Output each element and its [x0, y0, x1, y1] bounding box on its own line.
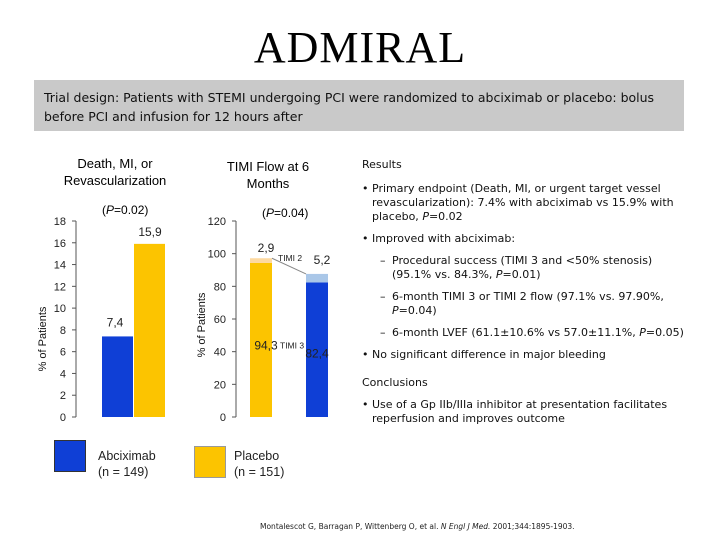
chart2-label-timi2-abciximab: 5,2 [314, 253, 331, 267]
results-bullet-2-text: Improved with abciximab: [372, 232, 516, 245]
chart2-bar-timi2-abciximab [306, 273, 328, 283]
chart2-title: TIMI Flow at 6 Months [226, 159, 310, 191]
chart2-y-tick-label: 20 [214, 379, 226, 391]
citation-ref: 2001;344:1895-1903. [492, 522, 575, 531]
results-heading: Results [362, 158, 402, 171]
conclusions-heading: Conclusions [362, 376, 428, 389]
results-bullet-1-text: Primary endpoint (Death, MI, or urgent t… [372, 182, 674, 223]
results-sub-3-text: 6-month LVEF (61.1±10.6% vs 57.0±11.1%, … [392, 326, 684, 339]
chart2-pvalue: (P=0.04) [262, 206, 309, 220]
legend-label-abciximab: Abciximab (n = 149) [98, 448, 156, 480]
legend-abciximab-name: Abciximab [98, 449, 156, 463]
chart1-pvalue: (P=0.02) [102, 203, 149, 217]
citation-authors: Montalescot G, Barragan P, Wittenberg O,… [260, 522, 439, 531]
chart2-y-tick-label: 120 [208, 216, 226, 228]
conclusions-bullet-1-text: Use of a Gp IIb/IIIa inhibitor at presen… [372, 398, 668, 425]
legend-abciximab-n: (n = 149) [98, 465, 149, 479]
chart1-bar-abciximab [102, 336, 133, 417]
chart1-y-tick-label: 14 [54, 260, 66, 272]
citation: Montalescot G, Barragan P, Wittenberg O,… [260, 522, 575, 531]
chart2-series-name-timi3: TIMI 3 [280, 341, 304, 351]
chart1-title: Death, MI, or Revascularization [63, 156, 167, 188]
chart2-label-timi3-placebo: 94,3 [254, 339, 278, 353]
results-bullet-3-text: No significant difference in major bleed… [372, 348, 606, 361]
legend-placebo-name: Placebo [234, 449, 280, 463]
chart2-connector-line [271, 257, 307, 275]
chart2-y-tick-label: 60 [214, 314, 226, 326]
chart2-bar-timi2-placebo [250, 258, 272, 263]
chart1: 0 2 4 6 8 10 12 14 16 18 % of Patients 7,4 15,9 [37, 216, 165, 424]
chart1-y-tick-label: 18 [54, 216, 66, 228]
chart1-data-label-placebo: 15,9 [138, 225, 162, 239]
results-bullet-2: • Improved with abciximab: [362, 232, 516, 245]
chart2-label-timi3-abciximab: 82,4 [305, 347, 329, 361]
chart1-y-tick-label: 4 [60, 368, 66, 380]
chart2-y-tick-label: 100 [208, 249, 226, 261]
chart1-y-tick-label: 12 [54, 281, 66, 293]
chart2-y-tick-label: 0 [220, 412, 226, 424]
chart2-y-tick-label: 40 [214, 347, 226, 359]
chart1-y-tick-label: 6 [60, 347, 66, 359]
results-panel: Results • Primary endpoint (Death, MI, or… [362, 158, 692, 434]
chart1-y-tick-label: 0 [60, 412, 66, 424]
chart2-series-name-timi2: TIMI 2 [278, 253, 302, 263]
trial-design-text: Trial design: Patients with STEMI underg… [44, 90, 655, 124]
chart1-y-tick-label: 16 [54, 238, 66, 250]
results-sub-2: –6-month TIMI 3 or TIMI 2 flow (97.1% vs… [380, 290, 692, 318]
chart2-label-timi2-placebo: 2,9 [258, 241, 275, 255]
citation-journal: N Engl J Med. [440, 522, 491, 531]
slide-title: ADMIRAL [253, 23, 467, 72]
legend-swatch-abciximab [54, 440, 86, 472]
chart2-bar-timi3-placebo [250, 262, 272, 417]
chart1-y-tick-label: 2 [60, 390, 66, 402]
chart1-data-label-abciximab: 7,4 [107, 315, 124, 329]
trial-design-box: Trial design: Patients with STEMI underg… [34, 80, 684, 131]
legend-label-placebo: Placebo (n = 151) [234, 448, 284, 480]
chart2-y-axis-label: % of Patients [196, 292, 208, 357]
results-bullet-1: • Primary endpoint (Death, MI, or urgent … [362, 182, 692, 224]
chart1-y-tick-label: 8 [60, 325, 66, 337]
chart2: 0 20 40 60 80 100 120 % of Patients 2,9 5,2 TIMI 2… [196, 216, 331, 424]
results-sub-2-text: 6-month TIMI 3 or TIMI 2 flow (97.1% vs.… [392, 290, 664, 317]
legend-placebo-n: (n = 151) [234, 465, 285, 479]
chart1-y-tick-label: 10 [54, 303, 66, 315]
chart1-y-axis-label: % of Patients [37, 306, 49, 371]
results-sub-1-text: Procedural success (TIMI 3 and <50% sten… [392, 254, 653, 281]
conclusions-bullet-1: • Use of a Gp IIb/IIIa inhibitor at prese… [362, 398, 692, 426]
chart1-bar-placebo [134, 243, 165, 417]
chart2-bar-timi3-abciximab [306, 282, 328, 417]
chart2-y-tick-label: 80 [214, 281, 226, 293]
legend-swatch-placebo [194, 446, 226, 478]
results-sub-3: –6-month LVEF (61.1±10.6% vs 57.0±11.1%,… [380, 326, 684, 339]
results-sub-1: – Procedural success (TIMI 3 and <50% ste… [380, 254, 692, 282]
results-bullet-3: • No significant difference in major blee… [362, 348, 606, 361]
